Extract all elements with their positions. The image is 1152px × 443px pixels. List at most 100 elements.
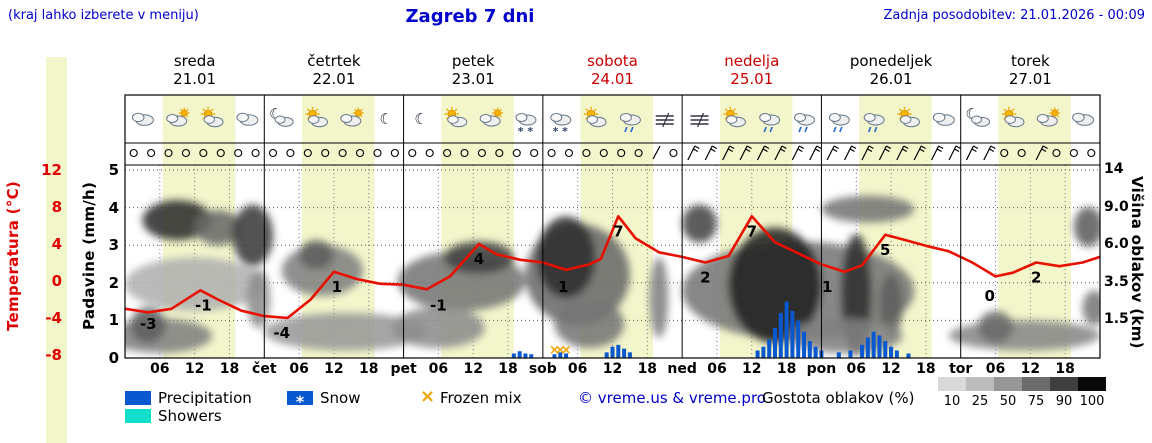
wind-barb-icon xyxy=(948,145,957,161)
day-name: petek xyxy=(451,52,495,70)
temperature-point-label: 7 xyxy=(747,222,757,240)
day-name: sobota xyxy=(587,52,638,70)
calm-wind-icon xyxy=(234,148,243,158)
x-hour-label: 18 xyxy=(916,361,936,377)
x-hour-label: 12 xyxy=(1020,361,1041,377)
x-hour-label: 18 xyxy=(1055,361,1075,377)
temperature-point-label: 2 xyxy=(700,269,710,287)
temperature-point-label: 7 xyxy=(613,222,623,240)
x-hour-label: 06 xyxy=(846,361,866,377)
wind-barb-icon xyxy=(809,145,818,161)
x-hour-label: 18 xyxy=(359,361,379,377)
temperature-point-label: -1 xyxy=(430,296,447,314)
wind-barb-icon xyxy=(791,145,800,161)
x-hour-label: 12 xyxy=(742,361,762,377)
calm-wind-icon xyxy=(512,148,521,158)
calm-wind-icon xyxy=(373,148,382,158)
density-swatch-25 xyxy=(966,377,994,391)
calm-wind-icon xyxy=(617,148,626,158)
precipitation-bars: ××× xyxy=(511,301,911,358)
density-level-label: 50 xyxy=(999,394,1017,409)
x-hour-label: 18 xyxy=(498,361,518,377)
density-swatch-50 xyxy=(994,377,1022,391)
density-level-label: 10 xyxy=(943,394,961,409)
wind-barb-icon xyxy=(931,145,940,161)
density-swatch-90 xyxy=(1050,377,1078,391)
precipitation-tick: 1 xyxy=(108,311,119,330)
frozen-mix-legend-label: Frozen mix xyxy=(440,389,522,407)
calm-wind-icon xyxy=(164,148,173,158)
x-hour-label: 18 xyxy=(637,361,658,377)
calm-wind-icon xyxy=(599,148,608,158)
calm-wind-icon xyxy=(443,148,452,158)
density-level-label: 100 xyxy=(1079,394,1105,409)
calm-wind-icon xyxy=(425,148,434,158)
wind-barb-icon xyxy=(965,145,974,161)
svg-text:☾: ☾ xyxy=(379,110,392,128)
weather-icons-row: ☾ ☾ ☾* * * *☾ xyxy=(131,105,1095,138)
frozen-mix-marker: × xyxy=(561,343,572,358)
x-hour-label: 06 xyxy=(289,361,309,377)
density-level-label: 75 xyxy=(1027,394,1045,409)
calm-wind-icon xyxy=(477,148,486,158)
cloud-height-tick: 1.5 xyxy=(1104,311,1129,328)
wind-barb-icon xyxy=(896,145,905,161)
x-hour-label: 12 xyxy=(463,361,483,377)
frozen-mix-icon: × xyxy=(420,386,436,407)
calm-wind-icon xyxy=(547,148,556,158)
wind-barb-icon xyxy=(844,145,853,161)
showers-legend-label: Showers xyxy=(158,407,222,425)
x-day-abbrev: pon xyxy=(806,361,837,377)
calm-wind-icon xyxy=(669,148,678,158)
calm-wind-icon xyxy=(634,148,643,158)
calm-wind-icon xyxy=(530,148,539,158)
day-name: ponedeljek xyxy=(849,52,933,70)
cloud-height-tick: 3.5 xyxy=(1104,273,1129,290)
temperature-point-label: 1 xyxy=(332,278,342,296)
svg-text:* *: * * xyxy=(553,125,569,138)
wind-row xyxy=(129,145,1096,161)
x-hour-label: 06 xyxy=(150,361,170,377)
temperature-tick: -4 xyxy=(45,309,62,327)
temperature-tick: 4 xyxy=(51,235,62,253)
calm-wind-icon xyxy=(199,148,208,158)
x-hour-label: 06 xyxy=(707,361,727,377)
day-date: 22.01 xyxy=(312,70,356,88)
temperature-point-label: 4 xyxy=(474,250,484,268)
calm-wind-icon xyxy=(181,148,190,158)
day-bands xyxy=(162,95,1071,358)
x-hour-label: 12 xyxy=(324,361,344,377)
wind-barb-icon xyxy=(983,145,992,161)
wind-barb-icon xyxy=(722,145,731,161)
temperature-tick: 8 xyxy=(51,198,62,216)
wind-line-icon xyxy=(652,145,661,160)
temperature-point-label: 1 xyxy=(822,278,832,296)
cloud-height-tick: 6.0 xyxy=(1104,236,1129,253)
density-swatch-100 xyxy=(1078,377,1106,391)
snow-star-icon: * xyxy=(295,392,305,411)
snow-legend-label: Snow xyxy=(320,389,361,407)
svg-text:☾: ☾ xyxy=(414,110,427,128)
temperature-point-label: -3 xyxy=(140,315,157,333)
wind-barb-icon xyxy=(704,145,713,161)
calm-wind-icon xyxy=(1087,148,1096,158)
day-date: 21.01 xyxy=(173,70,217,88)
density-swatch-10 xyxy=(938,377,966,391)
day-date: 26.01 xyxy=(869,70,913,88)
left-highlight-band xyxy=(46,57,67,443)
temperature-line xyxy=(125,215,1100,320)
day-name: sreda xyxy=(173,52,216,70)
x-day-abbrev: sob xyxy=(528,361,557,377)
calm-wind-icon xyxy=(390,148,399,158)
precipitation-tick: 0 xyxy=(108,349,119,367)
cloud-height-tick: 14 xyxy=(1104,161,1124,177)
cloud-height-tick: 9.0 xyxy=(1104,198,1129,215)
calm-wind-icon xyxy=(147,148,156,158)
last-update-text: Zadnja posodobitev: 21.01.2026 - 00:09 xyxy=(883,8,1145,23)
wind-barb-icon xyxy=(826,145,835,161)
calm-wind-icon xyxy=(495,148,504,158)
copyright-link[interactable]: © vreme.us & vreme.pro xyxy=(578,389,766,407)
chart-frame xyxy=(124,94,1101,359)
